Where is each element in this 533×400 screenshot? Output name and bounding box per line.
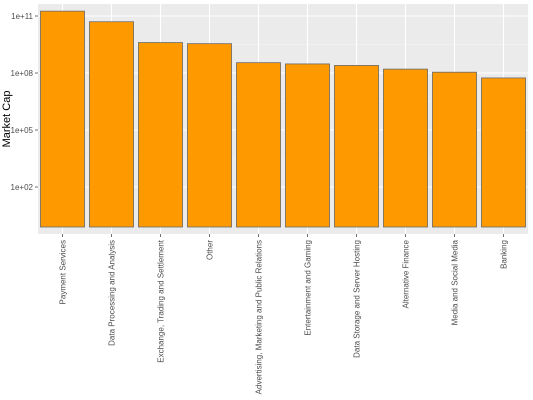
bar (236, 62, 281, 228)
x-tick-label: Entertainment and Gaming (304, 240, 313, 336)
y-tick-label: 1e+02 (11, 183, 34, 192)
x-tick-label: Banking (500, 240, 509, 269)
bar (481, 77, 526, 228)
bar (432, 71, 477, 228)
x-tick-label: Data Processing and Analysis (108, 240, 117, 346)
x-tick-label: Other (206, 240, 215, 260)
y-tick-label: 1e+08 (11, 69, 34, 78)
bars (40, 10, 526, 228)
y-tick-label: 1e+11 (11, 12, 33, 21)
x-tick-label: Exchange, Trading and Settlement (157, 239, 166, 363)
x-axis: Payment Services Data Processing and Anal… (59, 234, 509, 394)
x-tick-label: Payment Services (59, 240, 68, 304)
x-tick-label: Advertising, Marketing and Public Relati… (255, 240, 264, 394)
x-tick-label: Media and Social Media (451, 239, 460, 325)
bar (187, 43, 232, 228)
bar (138, 42, 183, 228)
y-axis: 1e+02 1e+05 1e+08 1e+11 (11, 12, 38, 192)
bar (40, 10, 85, 228)
bar (285, 63, 330, 228)
x-tick-label: Alternative Finance (402, 239, 411, 308)
bar (334, 65, 379, 228)
bar (383, 68, 428, 228)
y-axis-title: Market Cap (1, 91, 13, 148)
y-tick-label: 1e+05 (11, 126, 34, 135)
bar (89, 21, 134, 228)
x-tick-label: Data Storage and Server Hosting (353, 240, 362, 358)
